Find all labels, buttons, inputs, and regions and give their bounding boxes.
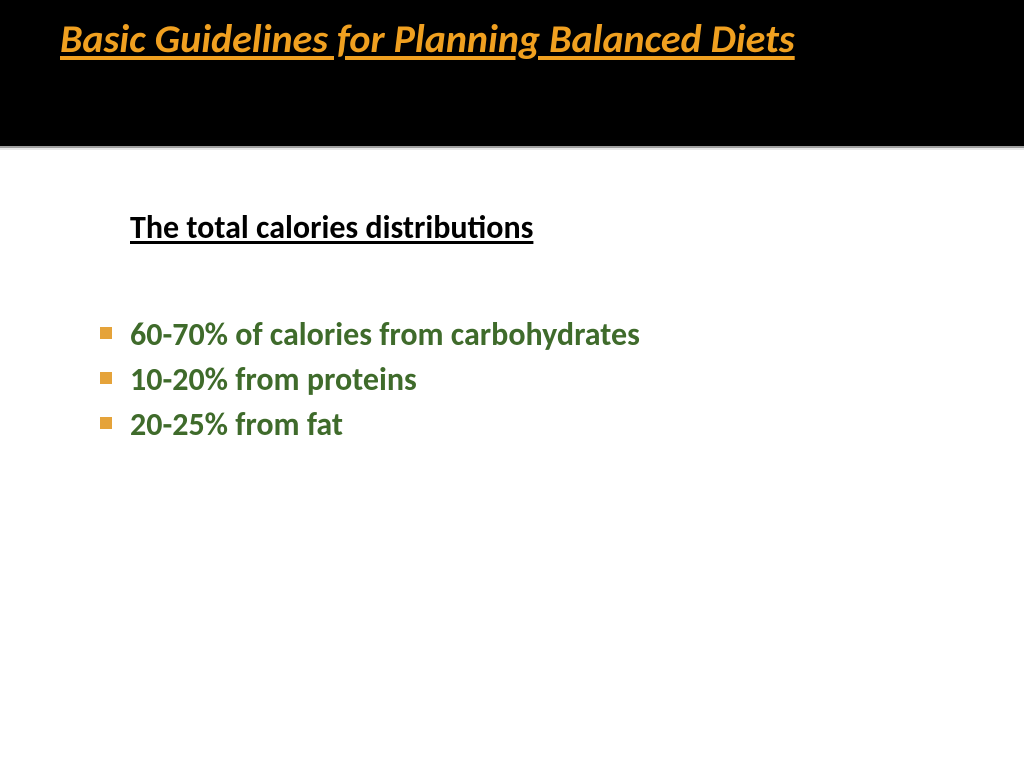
title-bar: Basic Guidelines for Planning Balanced D… xyxy=(0,0,1024,146)
list-item: 20-25% from fat xyxy=(100,403,964,446)
bullet-icon xyxy=(100,327,112,339)
bullet-icon xyxy=(100,417,112,429)
bullet-list: 60-70% of calories from carbohydrates10-… xyxy=(100,313,964,447)
list-item: 60-70% of calories from carbohydrates xyxy=(100,313,964,356)
slide: Basic Guidelines for Planning Balanced D… xyxy=(0,0,1024,768)
list-item-label: 60-70% of calories from carbohydrates xyxy=(130,313,640,356)
slide-title: Basic Guidelines for Planning Balanced D… xyxy=(60,14,964,64)
bullet-icon xyxy=(100,372,112,384)
body-area: The total calories distributions 60-70% … xyxy=(0,150,1024,447)
subheading: The total calories distributions xyxy=(130,208,964,247)
list-item-label: 20-25% from fat xyxy=(130,403,343,446)
list-item-label: 10-20% from proteins xyxy=(130,358,417,401)
list-item: 10-20% from proteins xyxy=(100,358,964,401)
